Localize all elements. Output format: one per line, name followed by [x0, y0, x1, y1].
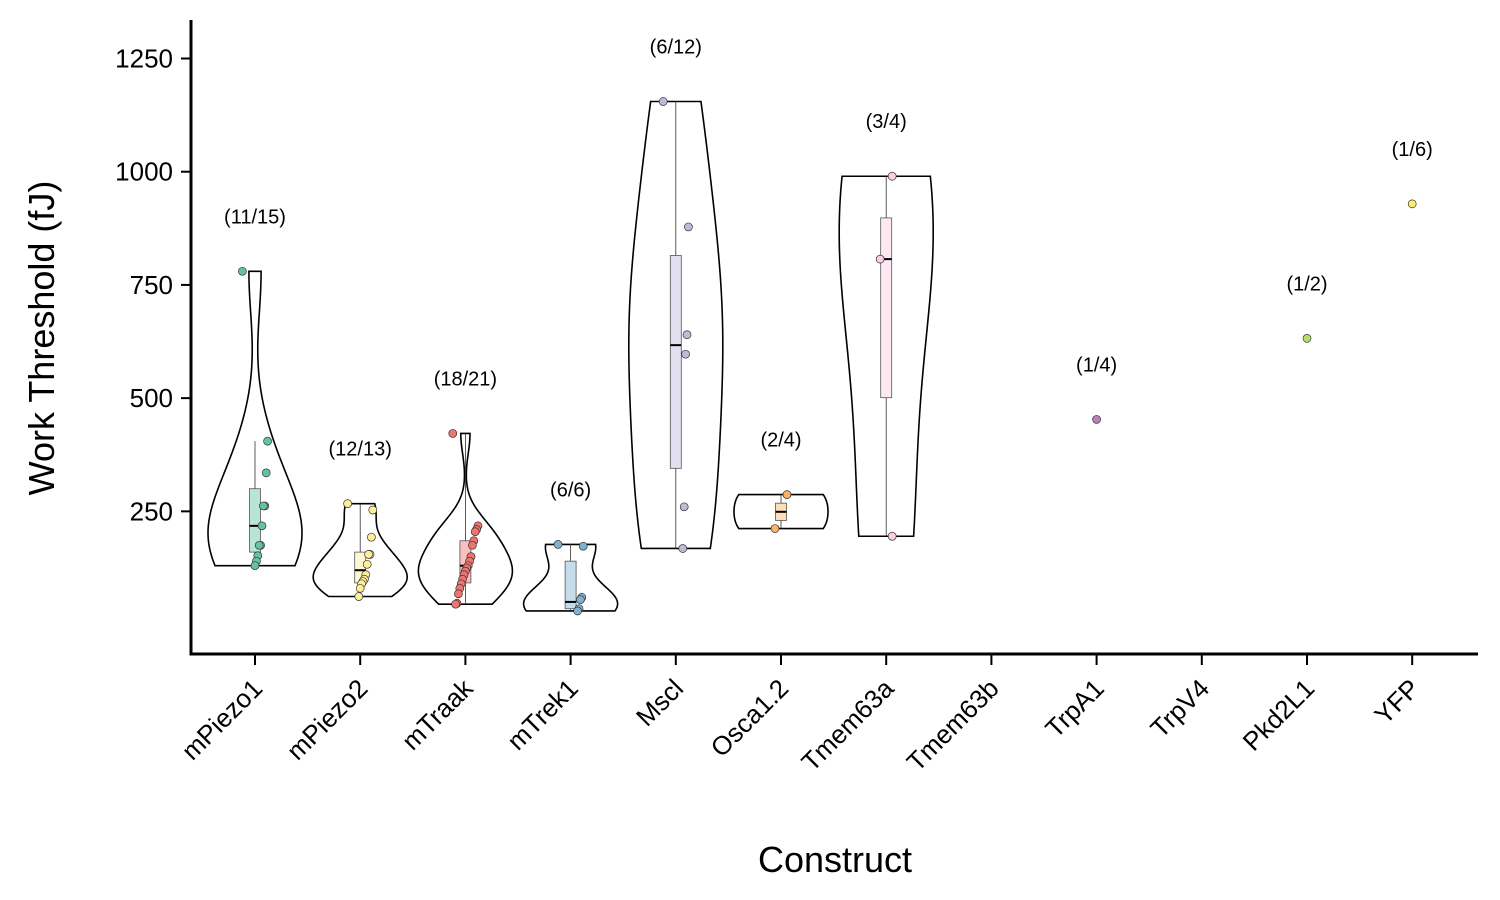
point-osca1-2: [770, 524, 780, 533]
y-axis-title: Work Threshold (fJ): [21, 181, 62, 496]
point-mpiezo1: [250, 561, 260, 571]
point-mtraak: [470, 527, 480, 537]
axes: 250 500 750 1000 1250 mPiezo1 mPiezo2 mTraak mT…: [115, 20, 1478, 777]
point-mtrek1: [576, 595, 585, 605]
point-pkd2l1: [1302, 334, 1312, 343]
point-mpiezo2: [354, 592, 364, 601]
point-mpiezo2: [367, 532, 376, 542]
point-tmem63a: [887, 171, 897, 181]
x-tick-label-mpiezo2: mPiezo2: [281, 673, 374, 766]
count-label-yfp: (1/6): [1392, 139, 1433, 161]
point-mscl: [658, 97, 668, 106]
x-tick-label-pkd2l1: Pkd2L1: [1237, 673, 1321, 757]
count-label-mscl: (6/12): [650, 37, 702, 59]
point-mpiezo1: [263, 436, 272, 446]
point-mpiezo1: [261, 468, 271, 478]
y-tick-label: 1250: [115, 43, 173, 73]
count-label-osca1-2: (2/4): [760, 430, 801, 452]
x-tick-label-trpv4: TrpV4: [1144, 673, 1215, 744]
box-mscl: [669, 255, 682, 469]
point-mtrek1: [578, 541, 588, 551]
x-axis-title: Construct: [758, 839, 912, 880]
x-tick-label-mtrek1: mTrek1: [501, 673, 584, 756]
point-mpiezo2: [368, 505, 378, 515]
y-tick-label: 750: [130, 270, 173, 300]
point-mscl: [681, 349, 690, 359]
box-tmem63a: [880, 217, 893, 399]
point-mscl: [678, 544, 688, 553]
x-tick-label-yfp: YFP: [1368, 673, 1425, 730]
count-label-layer: (11/15) (12/13) (18/21) (6/6) (6/12) (2/4) (3/…: [224, 37, 1433, 502]
point-osca1-2: [782, 490, 792, 499]
box-mtrek1: [564, 560, 577, 610]
count-label-mpiezo2: (12/13): [329, 439, 392, 461]
count-label-mtrek1: (6/6): [550, 479, 591, 501]
point-mpiezo2: [343, 499, 352, 509]
point-mpiezo1: [238, 266, 247, 276]
point-mscl: [682, 330, 692, 340]
point-layer: [238, 97, 1417, 616]
count-label-pkd2l1: (1/2): [1286, 273, 1327, 295]
point-mpiezo2: [362, 559, 372, 569]
x-tick-label-tmem63a: Tmem63a: [795, 673, 899, 777]
point-mpiezo1: [254, 540, 264, 550]
point-mtrek1: [573, 606, 582, 616]
x-tick-label-mtraak: mTraak: [396, 672, 480, 756]
x-tick-label-trpa1: TrpA1: [1039, 673, 1110, 744]
x-tick-label-mpiezo1: mPiezo1: [176, 673, 269, 766]
point-tmem63a: [875, 254, 885, 264]
point-mpiezo2: [355, 583, 365, 593]
x-tick-label-tmem63b: Tmem63b: [901, 673, 1005, 777]
point-mpiezo2: [364, 550, 373, 559]
box-mpiezo1: [249, 488, 261, 553]
point-yfp: [1407, 199, 1417, 209]
point-mscl: [679, 502, 689, 512]
x-tick-label-mscl: Mscl: [630, 673, 689, 732]
point-mpiezo1: [257, 521, 267, 531]
point-trpa1: [1092, 415, 1101, 424]
violin-mpiezo1: [207, 270, 303, 567]
point-tmem63a: [887, 531, 897, 541]
point-mpiezo1: [259, 501, 268, 511]
point-mscl: [684, 222, 693, 232]
y-tick-label: 1000: [115, 157, 173, 187]
count-label-mpiezo1: (11/15): [224, 206, 286, 228]
x-tick-label-osca1-2: Osca1.2: [705, 673, 795, 763]
x-ticks: mPiezo1 mPiezo2 mTraak mTrek1 Mscl Osca1.2 Tme…: [176, 654, 1425, 777]
count-label-trpa1: (1/4): [1076, 354, 1117, 376]
point-mtraak: [468, 540, 477, 550]
point-mtraak: [454, 589, 463, 599]
point-mtrek1: [553, 540, 563, 549]
count-label-tmem63a: (3/4): [866, 111, 907, 133]
y-ticks: 250 500 750 1000 1250: [115, 43, 191, 526]
count-label-mtraak: (18/21): [434, 368, 497, 390]
y-tick-label: 250: [130, 496, 173, 526]
y-tick-label: 500: [130, 383, 173, 413]
point-mtraak: [448, 429, 458, 438]
violin-layer: [207, 100, 934, 612]
point-mtraak: [451, 599, 460, 609]
